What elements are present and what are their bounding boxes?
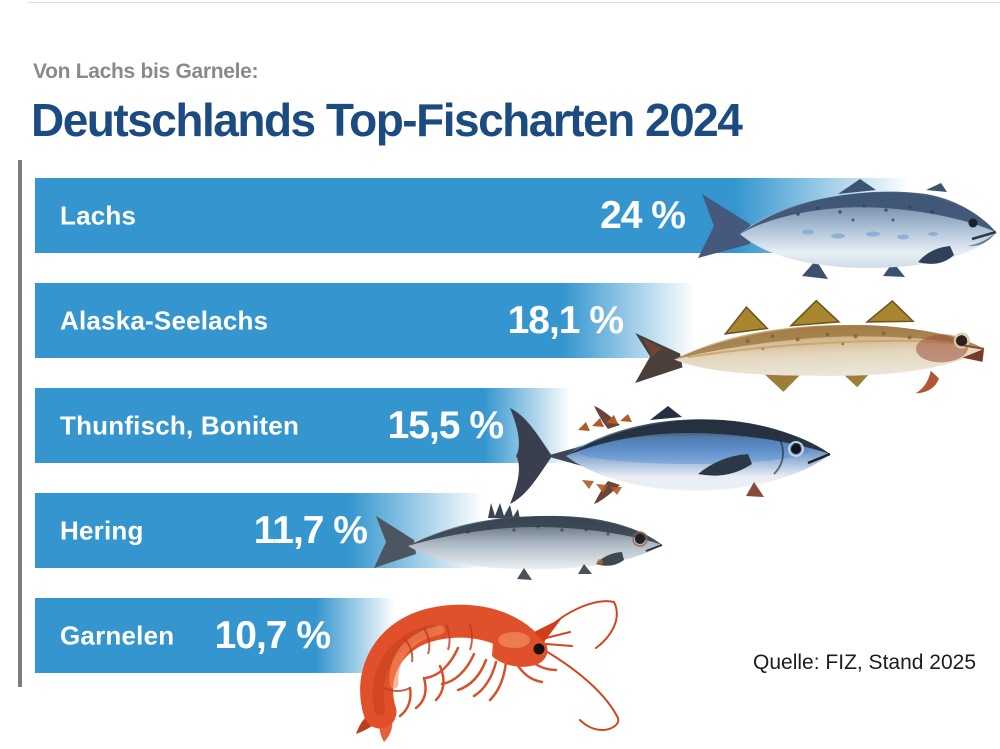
shrimp-illustration bbox=[356, 600, 620, 742]
salmon-illustration bbox=[698, 179, 997, 279]
bar-label: Lachs bbox=[60, 200, 137, 230]
bar-label: Garnelen bbox=[60, 620, 175, 650]
bar-row-garnelen: Garnelen 10,7 % bbox=[35, 598, 395, 673]
bar-value: 18,1 % bbox=[507, 298, 624, 342]
top-border bbox=[28, 2, 1000, 3]
source-note: Quelle: FIZ, Stand 2025 bbox=[753, 651, 976, 674]
chart-kicker: Von Lachs bis Garnele: bbox=[33, 60, 259, 83]
bar-label: Alaska-Seelachs bbox=[60, 305, 269, 335]
bar-label: Thunfisch, Boniten bbox=[60, 410, 300, 440]
bar-row-alaska-seelachs: Alaska-Seelachs 18,1 % bbox=[35, 283, 695, 358]
herring-illustration bbox=[374, 503, 663, 580]
bar-value: 24 % bbox=[600, 193, 686, 237]
tuna-illustration bbox=[510, 406, 831, 504]
bar-value: 15,5 % bbox=[387, 403, 504, 447]
chart-title: Deutschlands Top-Fischarten 2024 bbox=[31, 94, 743, 146]
bar-row-thunfisch: Thunfisch, Boniten 15,5 % bbox=[35, 388, 570, 463]
bar-label: Hering bbox=[60, 515, 144, 545]
bar-row-lachs: Lachs 24 % bbox=[35, 178, 910, 253]
bar-value: 10,7 % bbox=[214, 613, 331, 657]
alaska-pollock-illustration bbox=[635, 299, 985, 394]
bar-value: 11,7 % bbox=[253, 508, 368, 552]
axis-baseline bbox=[18, 160, 22, 687]
